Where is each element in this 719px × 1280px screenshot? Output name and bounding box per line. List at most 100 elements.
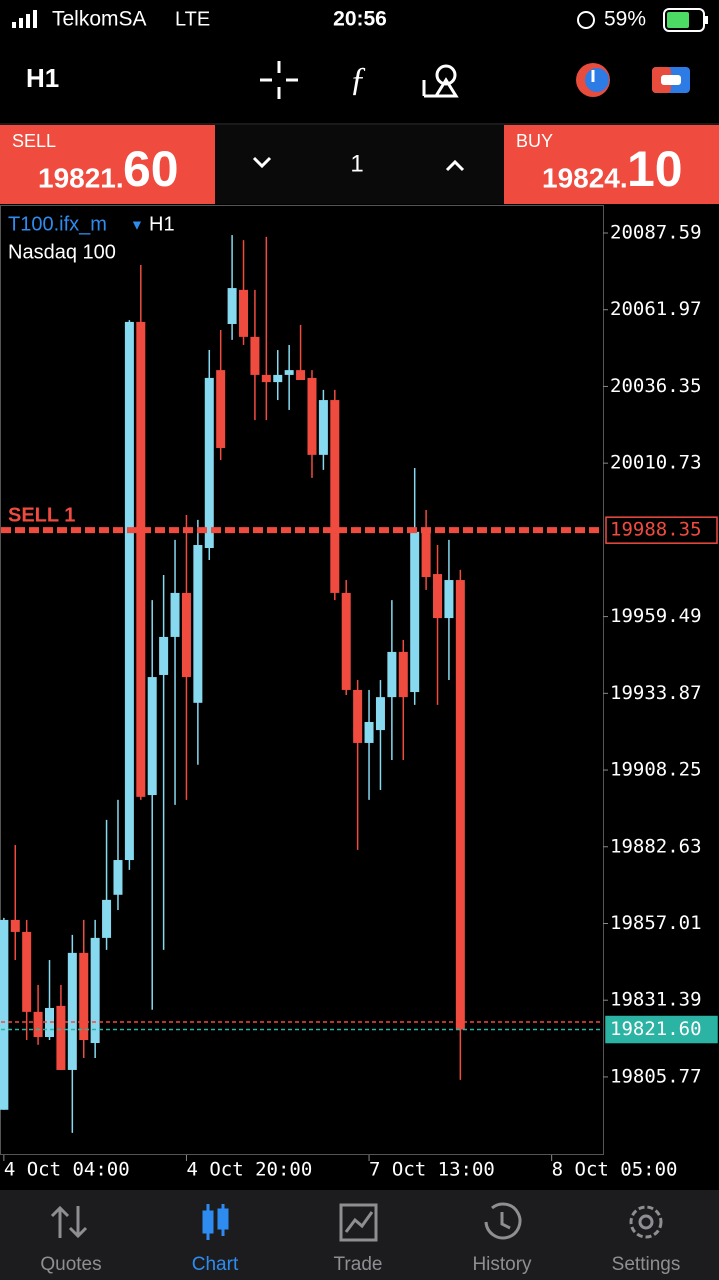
x-tick-label: 7 Oct 13:00 [369,1159,495,1181]
battery-percent: 59% [604,8,646,31]
y-tick-label: 19857.01 [610,912,702,934]
candle-body [318,400,328,455]
candle-body [398,651,408,698]
candle-body [353,689,363,743]
x-tick-label: 4 Oct 04:00 [4,1159,130,1181]
candle-body [193,545,203,703]
candle-body [181,592,191,678]
volume-down[interactable] [252,156,272,169]
x-tick-label: 4 Oct 20:00 [186,1159,312,1181]
plot [0,235,465,1133]
candle-body [136,321,146,797]
timeframe-button[interactable]: H1 [26,63,59,93]
sell-button[interactable] [0,125,215,204]
y-tick-label: 19933.87 [610,682,702,704]
y-tick-label: 20087.59 [610,221,702,243]
candle-body [102,899,112,938]
crosshair-button[interactable] [260,61,298,99]
candle-body [33,1011,43,1038]
chart-frame [0,205,604,1155]
one-click-button[interactable] [576,63,610,97]
y-tick-label: 19805.77 [610,1065,702,1087]
symbol-arrow: ▼ [130,217,144,233]
y-tick-label: 20036.35 [610,375,702,397]
candle-body [227,288,237,325]
candle-body [455,580,465,1030]
signal-icon [12,10,37,28]
candle-body [239,289,249,337]
trade-icon [339,1203,378,1242]
chart-icon [202,1204,229,1240]
candle-body [124,321,134,861]
candle-body [433,574,443,619]
candle-body [113,860,123,895]
candle-body [250,336,260,375]
y-tick-label: 19882.63 [610,835,702,857]
candle-body [10,919,20,932]
tab-label[interactable]: History [472,1254,532,1275]
buy-button[interactable] [504,125,719,204]
candle-body [170,592,180,637]
volume[interactable]: 1 [350,150,363,177]
settings-icon [629,1205,663,1239]
price-label-box [605,516,718,544]
candle-body [216,370,226,448]
tab-label[interactable]: Chart [192,1254,239,1275]
candle-body [261,374,271,383]
objects-button[interactable] [422,64,459,98]
battery-icon [663,8,708,32]
candle-body [284,370,294,375]
candle-body [410,531,420,693]
price-label: 19988.35 [610,519,702,541]
network: LTE [175,8,210,30]
clock: 20:56 [333,8,387,31]
y-tick-label: 19831.39 [610,989,702,1011]
trade-button[interactable] [652,67,690,93]
candle-body [22,931,32,1012]
candle-body [67,952,77,1070]
candle-body [421,531,431,578]
y-tick-label: 20061.97 [610,298,702,320]
candle-body [159,636,169,675]
sell-price: 19821. [38,162,124,193]
candle-body [444,580,454,619]
candle-body [296,370,306,381]
buy-label: BUY [516,131,553,151]
y-tick-label: 19908.25 [610,759,702,781]
lock-icon [577,11,595,29]
tab-label[interactable]: Quotes [40,1254,101,1275]
candle-body [56,1005,66,1070]
tab-label[interactable]: Settings [612,1254,681,1275]
carrier: TelkomSA [52,8,147,31]
quotes-icon [50,1205,88,1239]
symbol[interactable]: T100.ifx_m [8,213,107,235]
candle-body [204,377,214,548]
candle-body [45,1007,55,1038]
tab-label[interactable]: Trade [334,1254,383,1275]
candle-body [375,697,385,731]
candle-body [387,651,397,698]
candle-body [79,952,89,1041]
y-tick-label: 19959.49 [610,605,702,627]
x-tick-label: 8 Oct 05:00 [552,1159,678,1181]
sell-pips: 60 [123,141,179,197]
buy-price: 19824. [542,162,628,193]
candle-body [90,937,100,1044]
price-label: 19821.60 [610,1018,702,1040]
sell-label: SELL [12,131,56,151]
chart-timeframe: H1 [149,213,175,235]
candle-body [0,919,9,1110]
volume-up[interactable] [445,159,465,172]
indicators-button[interactable]: ƒ [350,61,367,98]
candle-body [341,592,351,690]
candle-body [273,374,283,383]
candle-body [307,377,317,455]
y-tick-label: 20010.73 [610,452,702,474]
candle-body [330,400,340,593]
history-icon [484,1202,522,1240]
description: Nasdaq 100 [8,241,116,263]
price-label-box [605,1015,718,1044]
